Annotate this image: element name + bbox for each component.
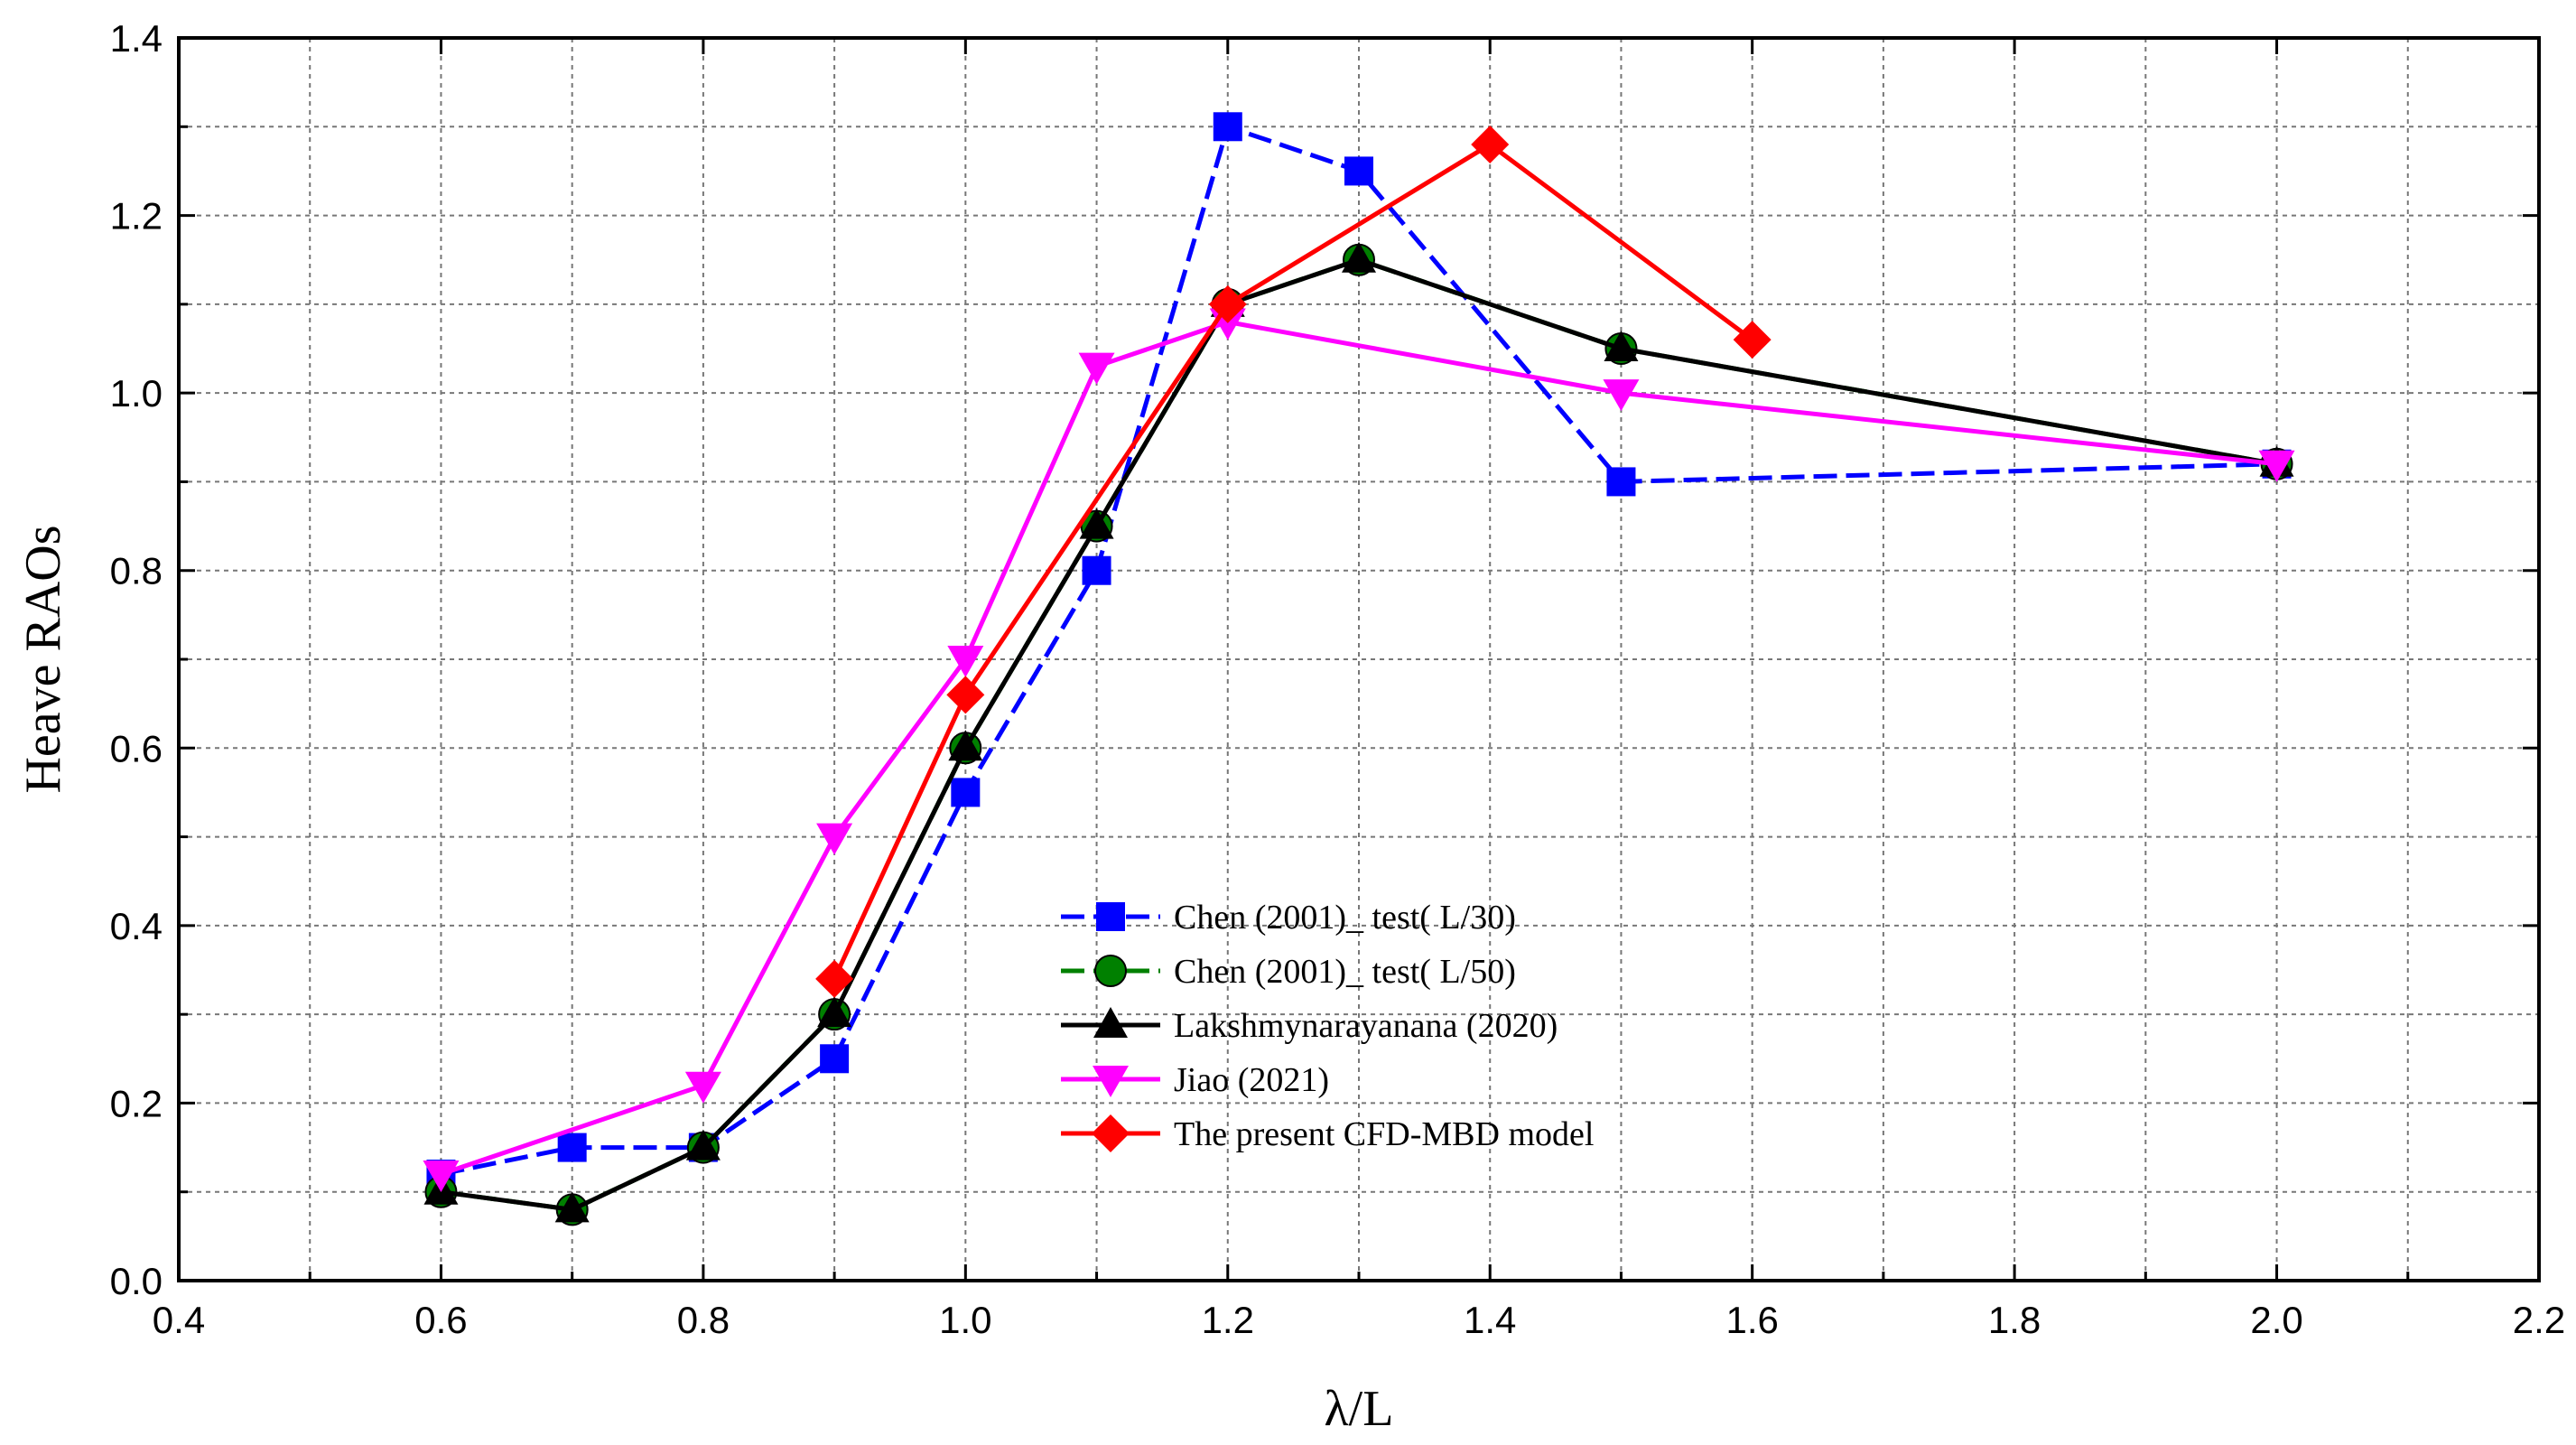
legend-item: Jiao (2021) [1061, 1061, 1329, 1099]
data-point [948, 730, 983, 761]
x-tick-label: 1.4 [1464, 1299, 1516, 1341]
legend-item: The present CFD-MBD model [1061, 1114, 1594, 1153]
series-2 [423, 241, 2294, 1223]
data-point [1604, 331, 1639, 361]
series-line [441, 257, 2277, 1212]
legend-marker [1096, 902, 1125, 931]
data-point [684, 1071, 721, 1104]
y-tick-label: 0.2 [110, 1082, 163, 1124]
data-point [2258, 450, 2295, 482]
data-point [554, 1191, 590, 1223]
legend-label: Chen (2001)_ test( L/30) [1174, 899, 1516, 937]
y-tick-label: 0.0 [110, 1260, 163, 1302]
data-point [820, 1044, 850, 1074]
x-tick-label: 1.0 [939, 1299, 991, 1341]
data-point [946, 676, 985, 714]
legend-label: Jiao (2021) [1174, 1061, 1329, 1099]
x-axis-title: λ/L [1325, 1381, 1394, 1437]
tick-labels: 0.4 0.6 0.8 1.0 1.2 1.4 1.6 1.8 2.0 2.2 0.0 0.2 0.4 0… [110, 17, 2566, 1341]
legend-marker [1092, 1114, 1130, 1152]
x-tick-label: 1.2 [1202, 1299, 1254, 1341]
legend-label: The present CFD-MBD model [1174, 1115, 1594, 1153]
data-point [815, 959, 854, 998]
series-line [440, 124, 2277, 1177]
legend-label: Lakshmynarayanana (2020) [1174, 1007, 1558, 1045]
y-tick-label: 0.4 [110, 905, 163, 947]
data-point [816, 823, 853, 855]
data-point [1079, 508, 1114, 539]
y-axis-title: Heave RAOs [15, 525, 71, 793]
data-point [817, 996, 852, 1028]
data-point [1733, 321, 1772, 359]
x-tick-label: 1.8 [1988, 1299, 2041, 1341]
data-point [1606, 467, 1636, 497]
y-tick-label: 1.2 [110, 195, 163, 238]
legend: Chen (2001)_ test( L/30) Chen (2001)_ tes… [1061, 899, 1594, 1153]
data-point [1342, 241, 1376, 273]
legend-marker [1093, 1066, 1129, 1097]
legend-marker [1093, 1007, 1128, 1038]
data-point [1082, 555, 1111, 585]
axis-ticks [177, 36, 2541, 1282]
data-point [1471, 125, 1510, 163]
y-tick-label: 1.4 [110, 17, 163, 60]
series-4 [815, 125, 1772, 998]
x-tick-label: 0.4 [153, 1299, 205, 1341]
x-tick-label: 2.2 [2513, 1299, 2565, 1341]
x-tick-label: 0.6 [414, 1299, 467, 1341]
data-point [1078, 352, 1115, 385]
y-tick-label: 0.8 [110, 550, 163, 592]
x-tick-label: 0.8 [677, 1299, 730, 1341]
data-point [951, 778, 981, 807]
legend-item: Chen (2001)_ test( L/50) [1061, 953, 1516, 991]
series-layer [423, 112, 2295, 1226]
x-tick-label: 1.6 [1725, 1299, 1778, 1341]
y-tick-label: 1.0 [110, 372, 163, 415]
data-point [947, 646, 984, 677]
legend-item: Chen (2001)_ test( L/30) [1061, 899, 1516, 937]
legend-item: Lakshmynarayanana (2020) [1061, 1007, 1558, 1045]
x-tick-label: 2.0 [2250, 1299, 2302, 1341]
legend-label: Chen (2001)_ test( L/50) [1174, 953, 1516, 991]
data-point [557, 1133, 587, 1162]
data-point [423, 1161, 460, 1193]
data-point [1208, 284, 1247, 323]
data-point [685, 1129, 721, 1161]
series-line [832, 142, 1754, 980]
y-tick-label: 0.6 [110, 727, 163, 769]
series-line [440, 320, 2277, 1177]
data-point [1603, 379, 1640, 412]
data-point [1213, 112, 1242, 142]
data-point [1344, 156, 1373, 186]
legend-marker [1094, 955, 1127, 987]
